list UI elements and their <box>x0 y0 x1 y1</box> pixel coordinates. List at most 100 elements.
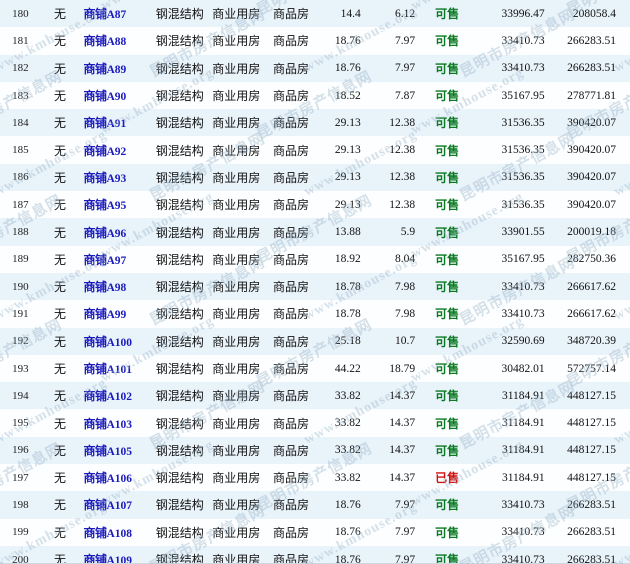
shop-detail-link[interactable]: 商铺A87 <box>83 5 126 22</box>
shop-prefix-label: 商铺 <box>83 471 107 486</box>
row-index: 197 <box>12 471 29 484</box>
row-unit-price: 33901.55 <box>501 226 545 239</box>
shop-detail-link[interactable]: 商铺A105 <box>83 442 132 459</box>
row-note: 无 <box>54 143 67 158</box>
row-nature: 商品房 <box>272 252 309 267</box>
shop-detail-link[interactable]: 商铺A91 <box>83 114 126 131</box>
shop-detail-link[interactable]: 商铺A95 <box>83 196 126 213</box>
shop-prefix-label: 商铺 <box>83 443 107 458</box>
row-inner-area: 7.97 <box>395 553 416 564</box>
row-usage: 商业用房 <box>212 89 261 104</box>
row-index: 191 <box>12 307 29 320</box>
shop-detail-link[interactable]: 商铺A96 <box>83 224 126 241</box>
shop-detail-link[interactable]: 商铺A92 <box>83 142 126 159</box>
row-build-area: 13.88 <box>334 226 361 239</box>
row-structure: 钢混结构 <box>155 170 204 185</box>
shop-prefix-label: 商铺 <box>83 525 107 540</box>
shop-detail-link[interactable]: 商铺A107 <box>83 496 132 513</box>
row-build-area: 33.82 <box>334 444 361 457</box>
row-structure: 钢混结构 <box>155 280 204 295</box>
table-row: 194 无 商铺A102 钢混结构 商业用房 商品房 33.82 14.37 可售 31184.9… <box>0 382 630 410</box>
row-note: 无 <box>54 334 67 349</box>
shop-prefix-label: 商铺 <box>83 416 107 431</box>
row-inner-area: 7.97 <box>395 34 416 47</box>
row-structure: 钢混结构 <box>155 61 204 76</box>
row-nature: 商品房 <box>272 198 309 213</box>
shop-detail-link[interactable]: 商铺A89 <box>83 60 126 77</box>
row-nature: 商品房 <box>272 143 309 158</box>
row-usage: 商业用房 <box>212 362 261 376</box>
row-build-area: 18.76 <box>334 498 361 511</box>
row-inner-area: 18.79 <box>389 362 416 375</box>
shop-detail-link[interactable]: 商铺A93 <box>83 169 126 186</box>
table-row: 187 无 商铺A95 钢混结构 商业用房 商品房 29.13 12.38 可售 31536.35… <box>0 191 630 219</box>
table-row: 182 无 商铺A89 钢混结构 商业用房 商品房 18.76 7.97 可售 33410.73 2… <box>0 54 630 82</box>
shop-detail-link[interactable]: 商铺A109 <box>83 551 132 564</box>
row-structure: 钢混结构 <box>155 198 204 213</box>
shop-name-cell: 商铺A95 <box>79 196 152 213</box>
row-structure: 钢混结构 <box>155 89 204 104</box>
row-total-price: 278771.81 <box>567 89 616 102</box>
row-note: 无 <box>54 34 67 49</box>
row-note: 无 <box>54 389 67 404</box>
shop-prefix-label: 商铺 <box>83 7 107 22</box>
shop-detail-link[interactable]: 商铺A102 <box>83 387 132 404</box>
row-sale-status: 可售 <box>435 280 460 295</box>
shop-prefix-label: 商铺 <box>83 307 107 322</box>
row-unit-price: 31536.35 <box>501 198 545 211</box>
row-structure: 钢混结构 <box>155 34 204 49</box>
shop-detail-link[interactable]: 商铺A98 <box>83 278 126 295</box>
table-row: 198 无 商铺A107 钢混结构 商业用房 商品房 18.76 7.97 可售 33410.73… <box>0 491 630 519</box>
shop-name-cell: 商铺A98 <box>79 278 152 295</box>
row-unit-price: 31536.35 <box>501 144 545 157</box>
row-build-area: 29.13 <box>334 144 361 157</box>
shop-detail-link[interactable]: 商铺A90 <box>83 87 126 104</box>
row-sale-status: 可售 <box>435 89 460 104</box>
row-total-price: 390420.07 <box>567 116 616 129</box>
row-inner-area: 7.97 <box>395 62 416 75</box>
row-index: 189 <box>12 253 29 266</box>
shop-detail-link[interactable]: 商铺A108 <box>83 524 132 541</box>
shop-detail-link[interactable]: 商铺A100 <box>83 333 132 350</box>
row-nature: 商品房 <box>272 307 309 322</box>
table-row: 192 无 商铺A100 钢混结构 商业用房 商品房 25.18 10.7 可售 32590.69… <box>0 327 630 355</box>
row-index: 198 <box>12 498 29 511</box>
row-note: 无 <box>54 89 67 104</box>
row-build-area: 44.22 <box>334 362 361 375</box>
row-usage: 商业用房 <box>212 334 261 349</box>
shop-prefix-label: 商铺 <box>83 170 107 185</box>
row-index: 180 <box>12 7 29 20</box>
row-build-area: 18.76 <box>334 62 361 75</box>
row-note: 无 <box>54 498 67 513</box>
shop-name-cell: 商铺A88 <box>79 32 152 49</box>
shop-detail-link[interactable]: 商铺A106 <box>83 469 132 486</box>
row-build-area: 33.82 <box>334 389 361 402</box>
shop-name-cell: 商铺A92 <box>79 142 152 159</box>
table-row: 181 无 商铺A88 钢混结构 商业用房 商品房 18.76 7.97 可售 33410.73 2… <box>0 27 630 55</box>
shop-name-cell: 商铺A99 <box>79 305 152 322</box>
row-sale-status: 可售 <box>435 225 460 240</box>
row-inner-area: 7.97 <box>395 526 416 539</box>
row-inner-area: 7.98 <box>395 307 416 320</box>
row-usage: 商业用房 <box>212 389 261 404</box>
shop-prefix-label: 商铺 <box>83 252 107 267</box>
shop-detail-link[interactable]: 商铺A103 <box>83 415 132 432</box>
shop-id-label: A99 <box>106 309 127 322</box>
shop-name-cell: 商铺A102 <box>79 387 152 404</box>
row-total-price: 390420.07 <box>567 144 616 157</box>
shop-detail-link[interactable]: 商铺A97 <box>83 251 126 268</box>
row-build-area: 18.92 <box>334 253 361 266</box>
shop-detail-link[interactable]: 商铺A99 <box>83 305 126 322</box>
row-index: 192 <box>12 335 29 348</box>
shop-id-label: A87 <box>106 9 127 22</box>
table-row: 200 无 商铺A109 钢混结构 商业用房 商品房 18.76 7.97 可售 33410.73… <box>0 545 630 564</box>
shop-id-label: A100 <box>106 336 133 349</box>
shop-detail-link[interactable]: 商铺A88 <box>83 32 126 49</box>
row-index: 196 <box>12 444 29 457</box>
row-structure: 钢混结构 <box>155 116 204 131</box>
shop-prefix-label: 商铺 <box>83 334 107 349</box>
shop-id-label: A88 <box>106 36 127 49</box>
shop-detail-link[interactable]: 商铺A101 <box>83 360 132 377</box>
row-total-price: 448127.15 <box>567 389 616 402</box>
row-note: 无 <box>54 170 67 185</box>
